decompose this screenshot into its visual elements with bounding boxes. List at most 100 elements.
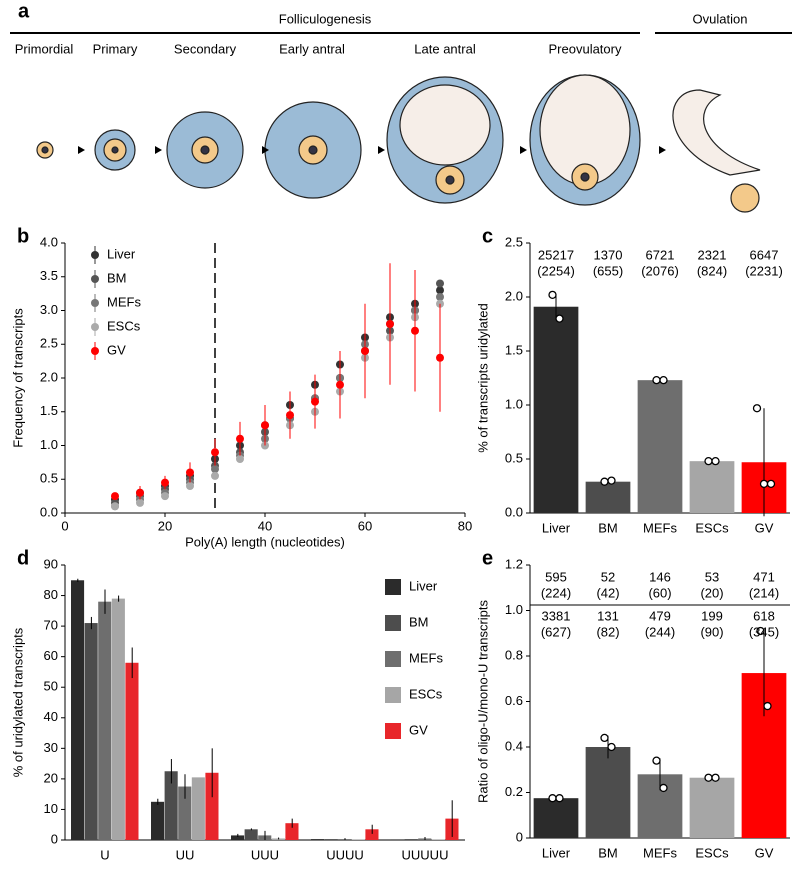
count-label: (42): [596, 585, 619, 600]
bar: [404, 839, 418, 840]
replicate-point: [711, 773, 720, 782]
y-tick-label: 70: [44, 618, 58, 633]
replicate-point: [756, 626, 765, 636]
legend-swatch: [385, 579, 401, 595]
y-tick-label: 3.5: [40, 268, 58, 283]
point: [211, 465, 219, 474]
stage-label: Primary: [93, 41, 138, 56]
count-label: 199: [701, 608, 723, 623]
bar: [285, 823, 299, 840]
legend-label: BM: [409, 614, 429, 629]
replicate-point: [766, 479, 776, 488]
legend-swatch: [385, 615, 401, 631]
x-tick-label: 40: [258, 518, 272, 533]
y-tick-label: 1.2: [505, 556, 523, 571]
legend-label: BM: [107, 270, 127, 285]
point: [236, 455, 244, 463]
y-tick-label: 90: [44, 556, 58, 571]
replicate-point: [607, 476, 616, 485]
y-tick-label: 0.5: [505, 450, 523, 465]
y-tick-label: 20: [44, 770, 58, 785]
point: [286, 411, 294, 420]
panel-letter: b: [17, 225, 29, 247]
replicate-point: [752, 404, 762, 413]
count-label: (244): [645, 624, 675, 639]
replicate-point: [607, 742, 616, 752]
point: [111, 492, 119, 501]
count-label: (627): [541, 624, 571, 639]
bar: [689, 777, 735, 838]
y-tick-label: 60: [44, 648, 58, 663]
stage-label: Secondary: [174, 41, 237, 56]
y-tick-label: 0.2: [505, 784, 523, 799]
bar: [164, 771, 178, 840]
arrows: [66, 146, 666, 154]
replicate-point: [704, 773, 713, 782]
bar: [365, 829, 379, 840]
bar: [191, 777, 205, 840]
count-label: 479: [649, 608, 671, 623]
y-tick-label: 1.5: [40, 403, 58, 418]
replicate-point: [652, 376, 661, 385]
count-label: 595: [545, 569, 567, 584]
y-tick-label: 0.6: [505, 693, 523, 708]
y-tick-label: 1.5: [505, 342, 523, 357]
point: [436, 353, 444, 362]
point: [236, 434, 244, 443]
x-axis-label: Poly(A) length (nucleotides): [185, 534, 345, 549]
bar: [324, 839, 338, 840]
x-tick-label: BM: [598, 520, 618, 535]
legend-marker: [91, 347, 99, 355]
count-label: 53: [705, 569, 719, 584]
legend-label: GV: [409, 722, 428, 737]
y-tick-label: 1.0: [505, 396, 523, 411]
x-tick-label: U: [100, 847, 109, 862]
count-label: 2321: [698, 247, 727, 262]
point: [411, 326, 419, 335]
bar: [585, 481, 631, 513]
count-label: 131: [597, 608, 619, 623]
x-tick-label: MEFs: [643, 520, 677, 535]
bar: [311, 839, 325, 840]
replicate-point: [555, 314, 564, 323]
legend-marker: [91, 251, 99, 259]
heading: Ovulation: [693, 11, 748, 26]
count-label: (224): [541, 585, 571, 600]
count-label: 52: [601, 569, 615, 584]
y-axis-label: Ratio of oligo-U/mono-U transcripts: [475, 599, 490, 803]
point: [161, 478, 169, 487]
point: [436, 286, 444, 295]
point: [436, 293, 444, 301]
legend-label: Liver: [107, 246, 136, 261]
bar: [205, 772, 219, 840]
x-tick-label: 60: [358, 518, 372, 533]
count-label: 618: [753, 608, 775, 623]
y-tick-label: 3.0: [40, 302, 58, 317]
x-tick-label: Liver: [542, 845, 571, 860]
y-tick-label: 2.0: [40, 369, 58, 384]
y-tick-label: 2.5: [505, 234, 523, 249]
y-tick-label: 0.5: [40, 471, 58, 486]
legend-swatch: [385, 723, 401, 739]
bar: [231, 835, 245, 840]
point: [211, 448, 219, 457]
legend-label: ESCs: [409, 686, 443, 701]
count-label: 25217: [538, 247, 574, 262]
count-label: 146: [649, 569, 671, 584]
count-label: (82): [596, 624, 619, 639]
count-label: (824): [697, 263, 727, 278]
bar: [431, 839, 445, 840]
replicate-point: [659, 783, 668, 793]
bar: [637, 380, 683, 513]
y-tick-label: 50: [44, 679, 58, 694]
bar: [533, 306, 579, 513]
y-tick-label: 80: [44, 587, 58, 602]
x-tick-label: 80: [458, 518, 472, 533]
y-tick-label: 1.0: [40, 437, 58, 452]
replicate-point: [763, 701, 772, 711]
panel-a: a Folliculogenesis Ovulation Primordial …: [10, 0, 792, 213]
bar: [585, 747, 631, 838]
panel-letter: e: [482, 547, 493, 569]
bar: [351, 839, 365, 840]
point: [436, 279, 444, 288]
